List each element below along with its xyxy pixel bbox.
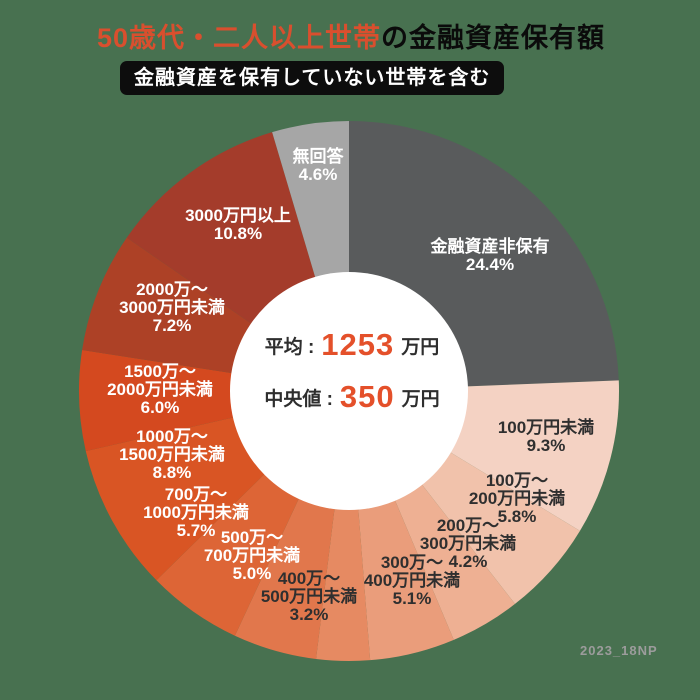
chart-title: 50歳代・二人以上世帯の金融資産保有額 <box>97 16 605 55</box>
slice-label-line: 無回答 <box>292 147 344 166</box>
slice-label-line: 300万円未満 <box>419 534 517 553</box>
slice-label-13: 無回答 4.6% <box>293 148 344 184</box>
slice-label-line: 5.1% <box>392 589 432 608</box>
slice-label-line: 8.8% <box>152 463 192 482</box>
chart-title-highlight: 50歳代・二人以上世帯 <box>97 23 382 53</box>
slice-label-line: 金融資産非保有 <box>430 237 550 256</box>
slice-label-line: 200万〜 <box>436 516 500 535</box>
median-value: 350 <box>339 379 395 414</box>
slice-label-10: 1500万〜 2000万円未満 6.0% <box>107 363 213 417</box>
slice-label-line: 100万円未満 <box>497 418 595 437</box>
slice-label-line: 24.4% <box>465 255 515 274</box>
slice-label-line: 3000万円未満 <box>119 298 225 317</box>
slice-label-line: 700万円未満 <box>203 546 301 565</box>
slice-label-line: 5.8% <box>497 507 537 526</box>
slice-label-6: 400万〜 500万円未満 3.2% <box>261 570 357 624</box>
pie-slice-10 <box>78 350 349 452</box>
slice-label-11: 2000万〜 3000万円未満 7.2% <box>119 281 225 335</box>
slice-label-5: 300万〜 400万円未満 5.1% <box>364 554 460 608</box>
subtitle-badge: 金融資産を保有していない世帯を含む <box>120 61 505 95</box>
slice-label-2: 100万円未満 9.3% <box>498 419 594 455</box>
slice-label-12: 3000万円以上 10.8% <box>185 207 291 243</box>
slice-label-line: 2000万〜 <box>136 280 208 299</box>
slice-label-line: 7.2% <box>152 316 192 335</box>
average-unit: 万円 <box>401 336 440 358</box>
slice-label-7: 500万〜 700万円未満 5.0% <box>204 529 300 583</box>
median-line: 中央値 : 350 万円 <box>264 379 439 415</box>
watermark: 2023_18NP <box>580 643 658 658</box>
slice-label-3: 100万〜 200万円未満 5.8% <box>469 472 565 526</box>
pie-slice-6 <box>316 391 371 662</box>
slice-label-line: 5.0% <box>232 564 272 583</box>
slice-label-line: 200万円未満 <box>468 489 566 508</box>
slice-label-line: 2000万円未満 <box>107 380 213 399</box>
median-label: 中央値 : <box>264 388 333 410</box>
slice-label-line: 9.3% <box>526 436 566 455</box>
average-line: 平均 : 1253 万円 <box>264 327 440 363</box>
slice-label-line: 100万〜 <box>485 471 549 490</box>
slice-label-line: 6.0% <box>140 398 180 417</box>
slice-label-line: 10.8% <box>213 224 263 243</box>
median-unit: 万円 <box>401 388 440 410</box>
slice-label-line: 1000万〜 <box>136 427 208 446</box>
slice-label-line: 5.7% <box>176 521 216 540</box>
slice-label-line: 1000万円未満 <box>143 503 249 522</box>
slice-label-line: 300万〜 <box>380 553 444 572</box>
slice-label-line: 3000万円以上 <box>185 206 291 225</box>
center-annotation: 平均 : 1253 万円 中央値 : 350 万円 <box>264 327 439 415</box>
slice-label-line: 4.2% <box>448 552 488 571</box>
slice-label-4: 200万〜 300万円未満 4.2% <box>420 517 516 571</box>
slice-label-line: 700万〜 <box>164 485 228 504</box>
slice-label-1: 金融資産非保有 24.4% <box>431 238 550 274</box>
chart-title-rest: の金融資産保有額 <box>381 23 606 53</box>
slice-label-line: 500万〜 <box>220 528 284 547</box>
slice-label-line: 1500万円未満 <box>119 445 225 464</box>
slice-label-line: 4.6% <box>298 165 338 184</box>
donut-hole <box>230 272 468 510</box>
slice-label-line: 400万〜 <box>277 569 341 588</box>
slice-label-line: 400万円未満 <box>363 571 461 590</box>
slice-label-line: 1500万〜 <box>124 362 196 381</box>
average-value: 1253 <box>321 327 395 362</box>
slice-label-line: 500万円未満 <box>260 587 358 606</box>
average-label: 平均 : <box>264 336 315 358</box>
slice-label-8: 700万〜 1000万円未満 5.7% <box>143 486 249 540</box>
slice-label-line: 3.2% <box>289 605 329 624</box>
slice-label-9: 1000万〜 1500万円未満 8.8% <box>119 428 225 482</box>
